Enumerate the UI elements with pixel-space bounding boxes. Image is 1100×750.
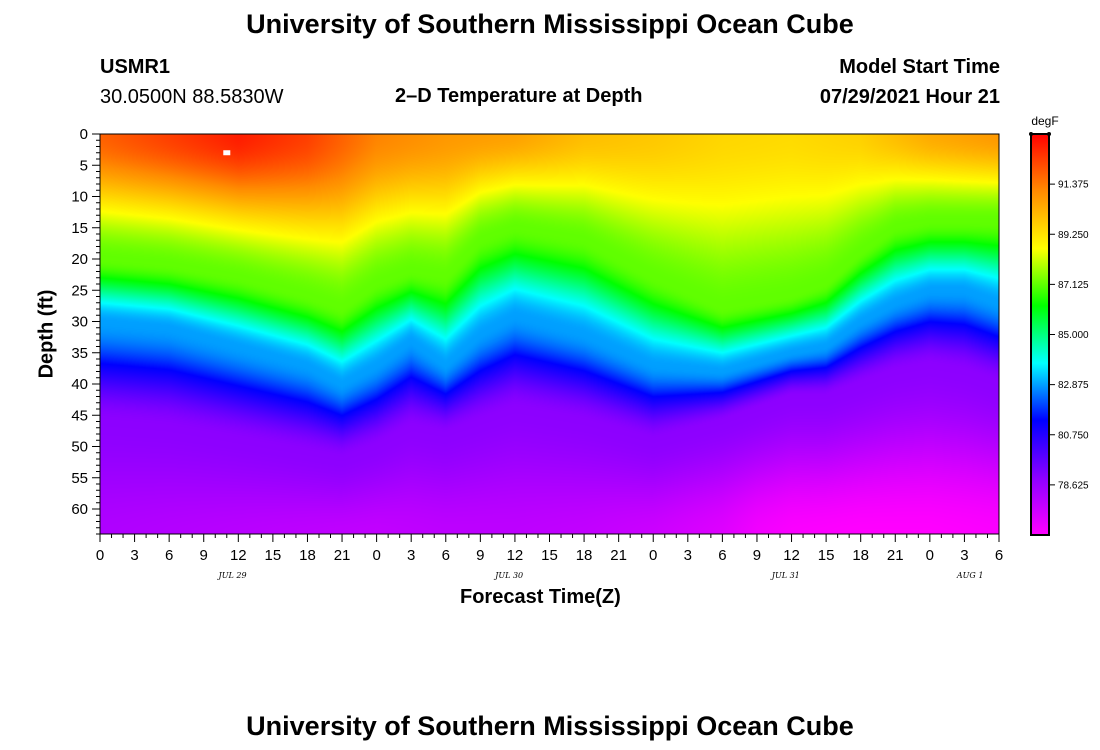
colorbar-tick-label: 78.625 (1058, 480, 1089, 491)
y-tick-label: 10 (71, 189, 88, 206)
plot-title: 2–D Temperature at Depth (395, 85, 643, 107)
colorbar: degF 91.375 89.250 87.125 85.000 82.875 80.75… (1029, 114, 1089, 536)
x-tick-label: 18 (576, 547, 593, 564)
x-tick-label: 0 (926, 547, 934, 564)
colorbar-tick-label: 80.750 (1058, 430, 1089, 441)
colorbar-unit: degF (1031, 114, 1058, 128)
x-tick-label: 6 (442, 547, 450, 564)
model-start-label: Model Start Time (839, 56, 1000, 78)
x-tick-label: 6 (995, 547, 1003, 564)
colorbar-tick-label: 87.125 (1058, 280, 1089, 291)
x-tick-label: 21 (334, 547, 351, 564)
y-tick-label: 0 (80, 126, 88, 143)
header-title: University of Southern Mississippi Ocean… (246, 9, 854, 39)
x-tick-label: 3 (684, 547, 692, 564)
y-axis: 0 5 10 15 20 25 30 35 40 45 50 55 60 (71, 126, 100, 535)
y-tick-label: 20 (71, 251, 88, 268)
x-tick-label: 9 (200, 547, 208, 564)
x-tick-label: 0 (96, 547, 104, 564)
x-tick-label: 18 (852, 547, 869, 564)
y-tick-label: 45 (71, 407, 88, 424)
model-start-value: 07/29/2021 Hour 21 (819, 86, 1000, 108)
y-tick-label: 15 (71, 220, 88, 237)
date-label: JUL 29 (217, 571, 247, 580)
x-tick-label: 0 (372, 547, 380, 564)
x-tick-label: 15 (265, 547, 282, 564)
y-tick-label: 55 (71, 470, 88, 487)
y-tick-label: 30 (71, 314, 88, 331)
date-label: AUG 1 (956, 571, 984, 580)
y-tick-label: 5 (80, 157, 88, 174)
x-tick-label: 15 (818, 547, 835, 564)
colorbar-tick-label: 85.000 (1058, 330, 1089, 341)
x-tick-label: 0 (649, 547, 657, 564)
x-tick-label: 15 (541, 547, 558, 564)
colorbar-corner-dot (1029, 132, 1033, 136)
x-tick-label: 3 (407, 547, 415, 564)
x-tick-label: 3 (130, 547, 138, 564)
colorbar-tick-label: 91.375 (1058, 180, 1089, 191)
x-axis: 0 3 6 9 12 15 18 21 0 3 6 9 12 15 18 21 0 3 6 9 12 15 18 21 0 3 6 (96, 534, 1003, 564)
x-tick-label: 6 (165, 547, 173, 564)
temperature-heatmap (100, 134, 999, 534)
x-axis-title: Forecast Time(Z) (460, 586, 621, 608)
x-tick-label: 9 (753, 547, 761, 564)
footer-title: University of Southern Mississippi Ocean… (246, 711, 854, 741)
colorbar-corner-dot (1047, 132, 1051, 136)
x-tick-label: 12 (230, 547, 247, 564)
date-label: JUL 30 (493, 571, 523, 580)
x-tick-label: 3 (960, 547, 968, 564)
y-tick-label: 60 (71, 501, 88, 518)
y-tick-label: 50 (71, 439, 88, 456)
x-tick-label: 12 (783, 547, 800, 564)
y-tick-label: 25 (71, 282, 88, 299)
x-tick-label: 18 (299, 547, 316, 564)
x-tick-label: 12 (507, 547, 524, 564)
colorbar-tick-label: 89.250 (1058, 230, 1089, 241)
date-labels: JUL 29 JUL 30 JUL 31 AUG 1 (217, 571, 984, 580)
x-tick-label: 9 (476, 547, 484, 564)
station-id: USMR1 (100, 56, 171, 78)
station-coords: 30.0500N 88.5830W (100, 86, 284, 108)
date-label: JUL 31 (770, 571, 800, 580)
y-tick-label: 40 (71, 376, 88, 393)
colorbar-ticks: 91.375 89.250 87.125 85.000 82.875 80.750 78.6… (1029, 132, 1089, 491)
x-tick-label: 6 (718, 547, 726, 564)
colorbar-scale (1030, 133, 1050, 536)
data-marker (223, 150, 231, 156)
x-tick-label: 21 (887, 547, 904, 564)
y-tick-label: 35 (71, 345, 88, 362)
x-tick-label: 21 (610, 547, 627, 564)
colorbar-tick-label: 82.875 (1058, 380, 1089, 391)
